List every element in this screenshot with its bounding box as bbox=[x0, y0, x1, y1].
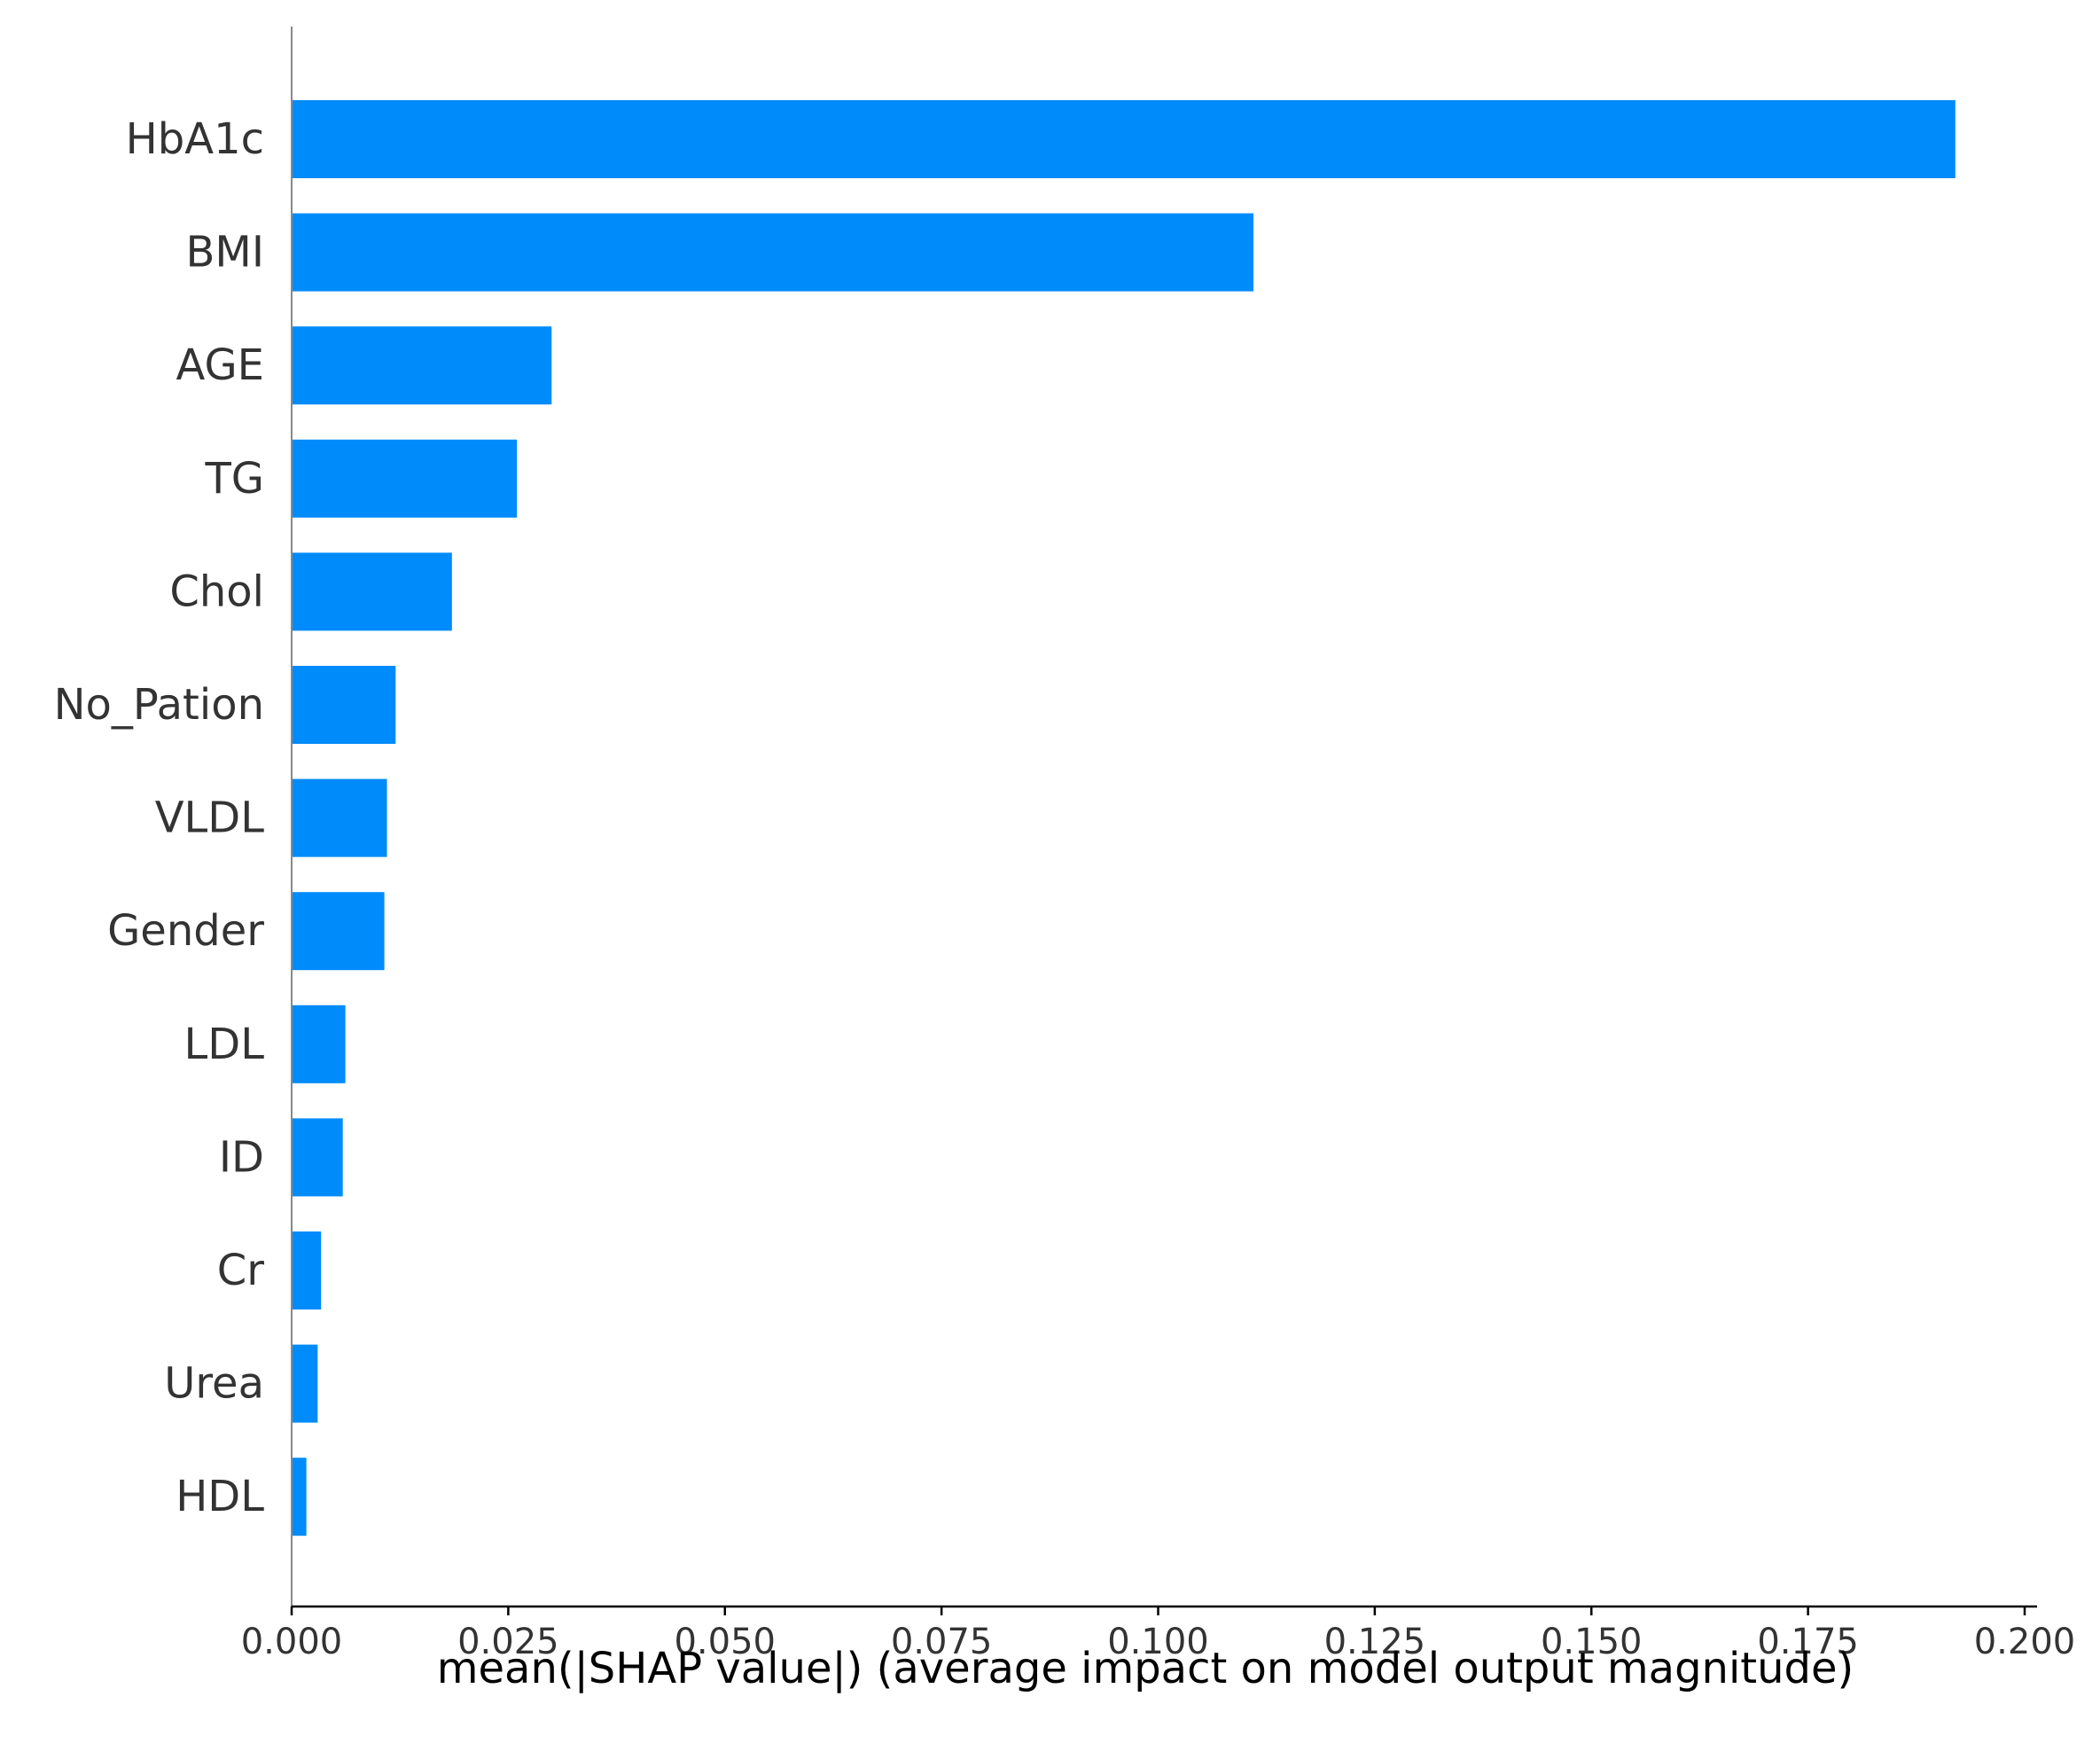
x-axis-ticks: 0.000 0.025 0.050 0.075 0.100 0.125 0.150 0.175… bbox=[241, 1607, 2076, 1662]
bar-no-pation bbox=[292, 666, 396, 744]
x-tick-label: 0.100 bbox=[1107, 1622, 1209, 1662]
category-label-bmi: BMI bbox=[186, 228, 265, 278]
bar-hba1c bbox=[292, 100, 1956, 178]
bar-age bbox=[292, 326, 552, 405]
category-label-id: ID bbox=[219, 1132, 264, 1182]
bar-cr bbox=[292, 1231, 322, 1309]
bar-chol bbox=[292, 552, 452, 631]
category-label-hba1c: HbA1c bbox=[126, 114, 264, 164]
category-label-hdl: HDL bbox=[176, 1472, 264, 1521]
category-label-tg: TG bbox=[204, 454, 264, 504]
bar-gender bbox=[292, 892, 385, 971]
bar-bmi bbox=[292, 213, 1254, 292]
x-tick-label: 0.025 bbox=[457, 1622, 559, 1662]
category-labels: HbA1c BMI AGE TG Chol No_Pation VLDL Gender LDL I… bbox=[54, 114, 265, 1521]
x-tick-label: 0.175 bbox=[1757, 1622, 1859, 1662]
bar-hdl bbox=[292, 1458, 307, 1536]
x-tick-label: 0.000 bbox=[241, 1622, 343, 1662]
category-label-age: AGE bbox=[176, 340, 264, 390]
category-label-ldl: LDL bbox=[184, 1020, 265, 1069]
category-label-chol: Chol bbox=[169, 567, 264, 616]
category-label-no-pation: No_Pation bbox=[54, 680, 264, 730]
x-tick-label: 0.050 bbox=[674, 1622, 776, 1662]
category-label-urea: Urea bbox=[164, 1359, 264, 1409]
bar-tg bbox=[292, 439, 518, 518]
bar-ldl bbox=[292, 1005, 346, 1083]
x-tick-label: 0.125 bbox=[1324, 1622, 1426, 1662]
category-label-cr: Cr bbox=[217, 1246, 265, 1295]
category-label-gender: Gender bbox=[107, 906, 264, 956]
bars-layer bbox=[292, 100, 1956, 1536]
x-tick-label: 0.200 bbox=[1974, 1622, 2076, 1662]
bar-urea bbox=[292, 1344, 318, 1423]
bar-id bbox=[292, 1118, 343, 1197]
x-axis-label: mean(|SHAP value|) (average impact on mo… bbox=[437, 1644, 1854, 1693]
x-tick-label: 0.150 bbox=[1541, 1622, 1643, 1662]
x-tick-label: 0.075 bbox=[891, 1622, 993, 1662]
bar-vldl bbox=[292, 778, 387, 857]
category-label-vldl: VLDL bbox=[155, 794, 265, 843]
